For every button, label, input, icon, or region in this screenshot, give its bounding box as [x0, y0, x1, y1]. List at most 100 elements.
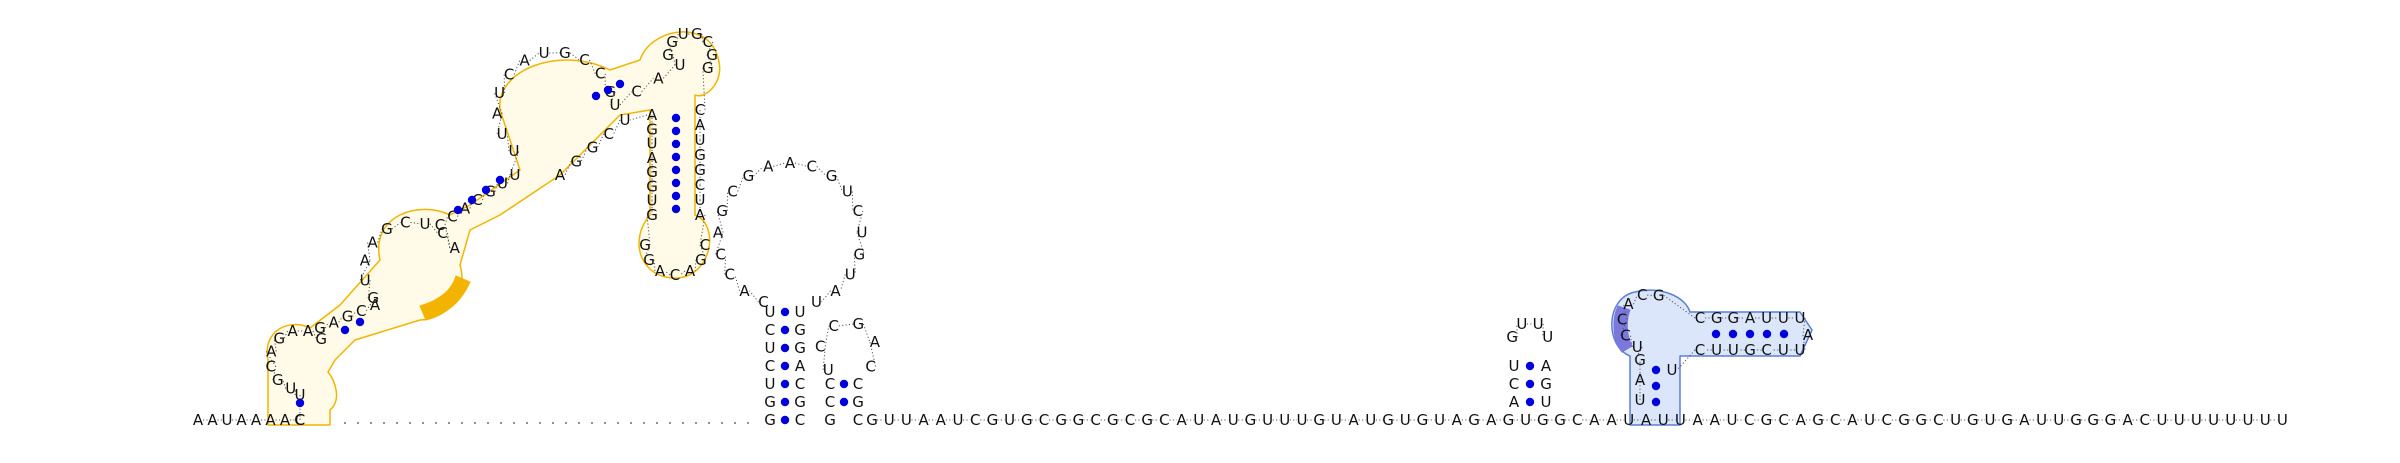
hairpin2-stem-nucleotide: C: [795, 375, 805, 393]
baseline-nucleotide: U: [1727, 411, 1738, 429]
hairpin3-loop-nucleotide: C: [815, 337, 825, 355]
hairpin1-nucleotide: U: [360, 271, 371, 289]
backbone-link: [315, 327, 326, 340]
backbone-link: [773, 162, 786, 167]
backbone-dot: [604, 422, 606, 424]
hairpin5-nucleotide: U: [1778, 309, 1789, 327]
hairpin3-loop-nucleotide: U: [823, 361, 834, 379]
hairpin1-nucleotide: G: [272, 371, 284, 389]
hairpin1-nucleotide: U: [295, 386, 306, 404]
backbone-dot: [682, 422, 684, 424]
hairpin1-nucleotide: G: [702, 59, 714, 77]
backbone-dot: [669, 422, 671, 424]
backbone-dot: [552, 422, 554, 424]
baseline-nucleotide: G: [1503, 411, 1515, 429]
baseline-nucleotide: A: [2019, 411, 2030, 429]
baseline-nucleotide: A: [1692, 411, 1703, 429]
hairpin4-loop-nucleotide: U: [1533, 315, 1544, 333]
hairpin1-nucleotide: U: [675, 56, 686, 74]
backbone-link: [1676, 349, 1696, 371]
backbone-link: [377, 228, 383, 243]
hairpin5-nucleotide: C: [1695, 341, 1705, 359]
hairpin2-loop-nucleotide: G: [854, 245, 866, 263]
backbone-link: [701, 34, 704, 43]
backbone-link: [666, 41, 674, 56]
base-pair-dot: [1525, 379, 1535, 389]
backbone-link: [312, 330, 317, 339]
backbone-link: [282, 380, 287, 389]
backbone-dot: [591, 422, 593, 424]
backbone-dot: [370, 422, 372, 424]
baseline-nucleotide: C: [1039, 411, 1049, 429]
backbone-link: [513, 60, 521, 75]
backbone-link: [821, 290, 831, 303]
hairpin3-stem-nucleotide: G: [852, 393, 864, 411]
hairpin1-nucleotide: A: [329, 313, 340, 331]
hairpin2-loop-nucleotide: U: [842, 182, 853, 200]
baseline-nucleotide: A: [207, 411, 218, 429]
baseline-nucleotide: A: [1176, 411, 1187, 429]
hairpin1-nucleotide: C: [604, 125, 614, 143]
hairpin5-nucleotide: U: [1632, 338, 1643, 356]
backbone-link: [619, 91, 633, 106]
hairpin1-nucleotide: C: [435, 216, 445, 234]
hairpin2-stem-nucleotide: C: [765, 321, 775, 339]
backbone-link: [273, 338, 277, 352]
hairpin1-nucleotide: G: [367, 289, 379, 307]
hairpin2-loop-nucleotide: C: [727, 182, 737, 200]
baseline-nucleotide: G: [1021, 411, 1033, 429]
baseline-nucleotide: U: [1331, 411, 1342, 429]
hairpin1-nucleotide: G: [570, 152, 582, 170]
baseline-nucleotide: A: [265, 411, 276, 429]
baseline-nucleotide: U: [1004, 411, 1015, 429]
backbone-link: [676, 34, 679, 43]
hairpin1-nucleotide: G: [691, 25, 703, 43]
backbone-dot: [396, 422, 398, 424]
baseline-nucleotide: U: [2260, 411, 2271, 429]
backbone-link: [664, 270, 671, 276]
hairpin1-nucleotide: A: [460, 199, 471, 217]
hairpin1-nucleotide: G: [587, 139, 599, 157]
hairpin1-nucleotide: G: [273, 329, 285, 347]
baseline-nucleotide: U: [1279, 411, 1290, 429]
backbone-dot: [708, 422, 710, 424]
hairpin1-nucleotide: C: [703, 33, 713, 51]
hairpin1-nucleotide: G: [706, 46, 718, 64]
backbone-dot: [513, 422, 515, 424]
backbone-link: [629, 114, 648, 121]
hairpin1-nucleotide: G: [381, 220, 393, 238]
hairpin1-nucleotide: C: [504, 65, 514, 83]
hairpin1-nucleotide: G: [315, 330, 327, 348]
hairpin1-nucleotide: U: [539, 44, 550, 62]
baseline-nucleotide: U: [1297, 411, 1308, 429]
baseline-nucleotide: G: [2087, 411, 2099, 429]
base-pair-dot: [671, 165, 681, 175]
backbone-link: [836, 175, 843, 192]
hairpin5-nucleotide: G: [1728, 309, 1740, 327]
hairpin1-nucleotide: A: [555, 166, 566, 184]
baseline-nucleotide: A: [1710, 411, 1721, 429]
hairpin1-nucleotide: G: [342, 308, 354, 326]
hairpin5-nucleotide: A: [1803, 326, 1814, 344]
hairpin5-nucleotide: U: [1795, 309, 1806, 327]
highlight-region-yellow: [266, 31, 721, 426]
baseline-nucleotide: U: [1434, 411, 1445, 429]
hairpin2-stem-nucleotide: U: [795, 303, 806, 321]
hairpin2-loop-nucleotide: A: [830, 282, 841, 300]
backbone-link: [580, 147, 588, 162]
base-pair-dot: [780, 343, 790, 353]
backbone-dot: [435, 422, 437, 424]
backbone-dot: [344, 422, 346, 424]
hairpin3-stem-nucleotide: C: [825, 393, 835, 411]
baseline-nucleotide: U: [1623, 411, 1634, 429]
backbone-dot: [565, 422, 567, 424]
baseline-nucleotide: A: [1211, 411, 1222, 429]
baseline-nucleotide: A: [280, 411, 291, 429]
backbone-link: [822, 346, 826, 370]
backbone-link: [444, 216, 448, 226]
baseline-nucleotide: U: [953, 411, 964, 429]
base-pair-dot: [671, 178, 681, 188]
hairpin1-nucleotide: C: [670, 266, 680, 284]
backbone-link: [856, 232, 865, 255]
hairpin1-nucleotide: U: [678, 25, 689, 43]
